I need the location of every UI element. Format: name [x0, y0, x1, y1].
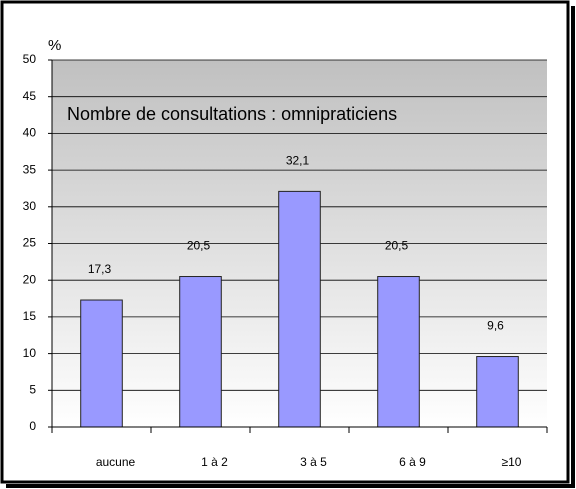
y-tick-label: 5: [29, 382, 36, 396]
y-tick-label: 15: [23, 309, 37, 323]
y-tick-label: 35: [23, 162, 37, 176]
value-label: 9,6: [487, 319, 504, 333]
x-tick-label: 1 à 2: [201, 455, 228, 469]
bar: [377, 276, 420, 428]
y-tick-label: 30: [23, 199, 37, 213]
y-tick-label: 50: [23, 52, 37, 66]
y-tick-label: 40: [23, 126, 37, 140]
value-label: 32,1: [286, 154, 310, 168]
y-tick-label: 10: [23, 346, 37, 360]
x-tick-label: 6 à 9: [399, 455, 426, 469]
value-label: 20,5: [187, 239, 211, 253]
bar: [476, 356, 519, 428]
x-tick-label: aucune: [96, 455, 136, 469]
bar: [179, 276, 222, 428]
y-tick-label: 0: [29, 419, 36, 433]
y-tick-label: 20: [23, 272, 37, 286]
y-tick-label: 25: [23, 236, 37, 250]
y-axis-label: %: [48, 37, 61, 54]
x-tick-label: ≥10: [502, 455, 522, 469]
frame-shadow: [6, 484, 575, 488]
value-label: 20,5: [385, 239, 409, 253]
bar: [80, 299, 123, 428]
chart-title: Nombre de consultations : omnipraticiens: [67, 104, 397, 124]
y-tick-label: 45: [23, 89, 37, 103]
bar: [278, 190, 321, 428]
frame-shadow: [571, 6, 575, 486]
value-label: 17,3: [88, 262, 112, 276]
x-tick-label: 3 à 5: [300, 455, 327, 469]
